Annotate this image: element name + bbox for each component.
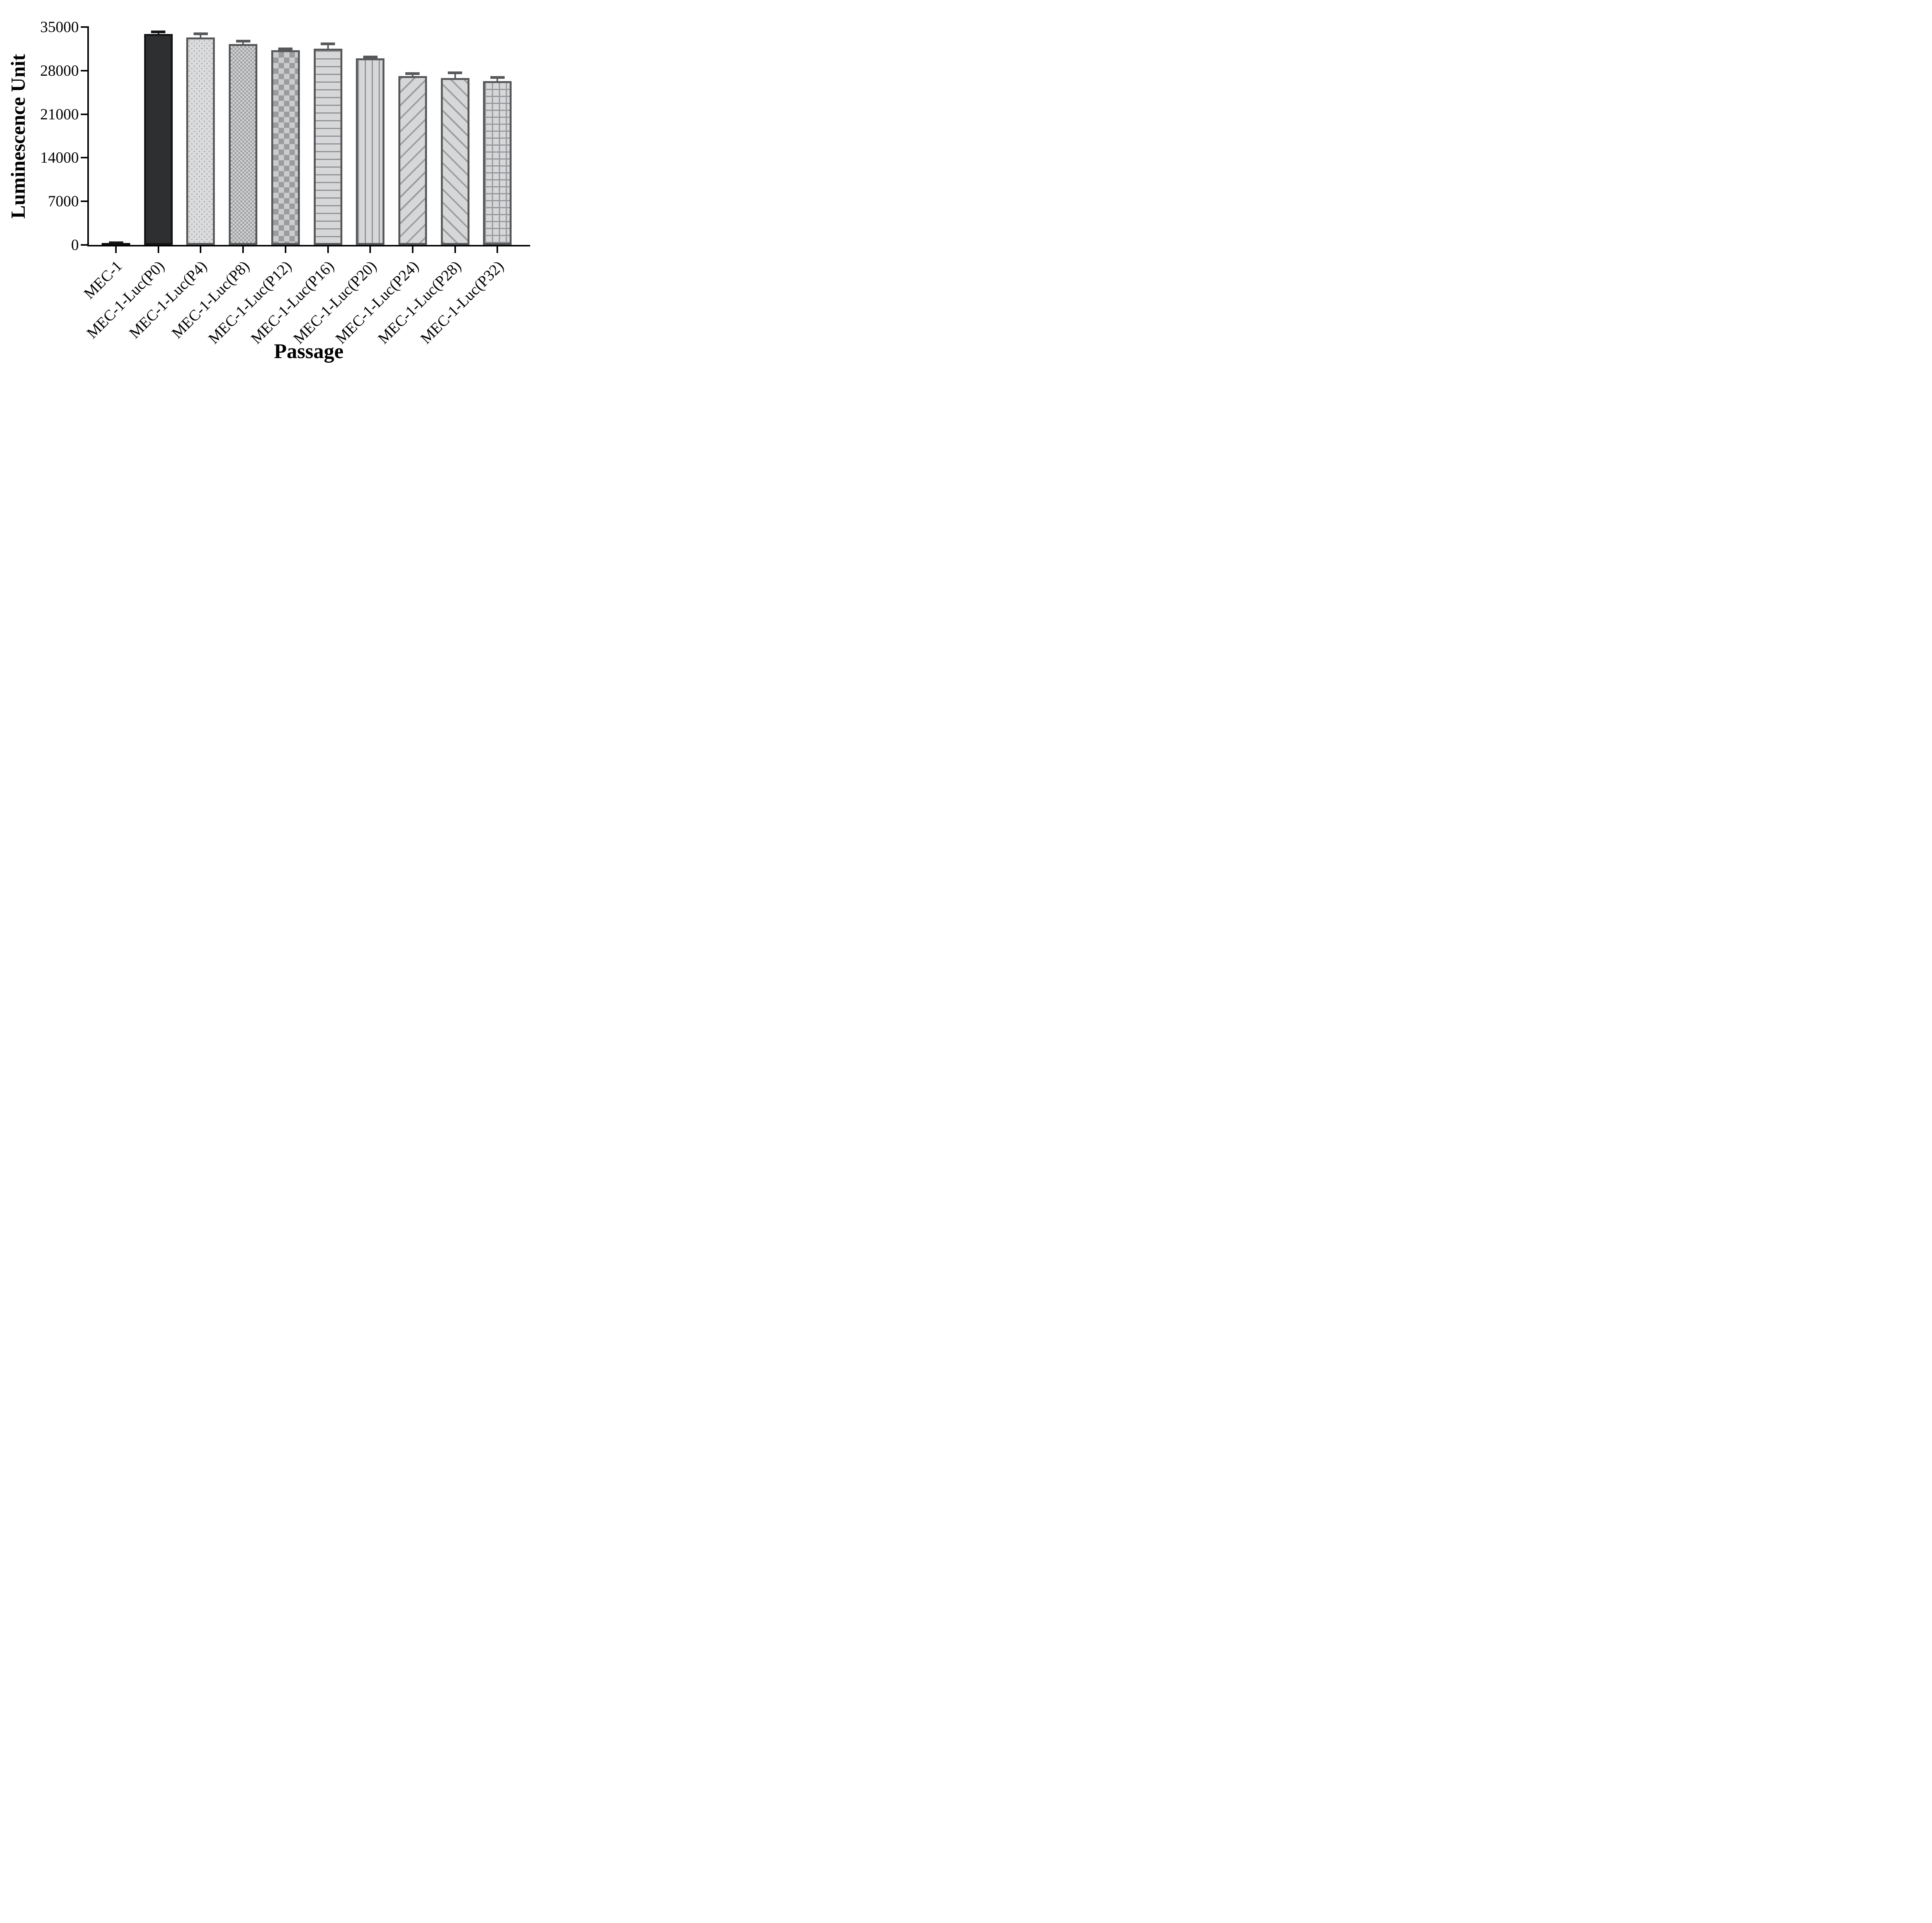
bar-chart-figure: Luminescence Unit Passage 0 7000 14000 2100… [0,0,551,385]
y-tick [81,200,87,202]
bar [144,34,173,245]
bar [440,78,469,245]
error-bar-stem [242,40,244,46]
y-tick-label: 14000 [40,149,79,166]
x-tick [497,246,498,253]
error-bar-cap [109,241,123,244]
x-tick [412,246,413,253]
error-bar-cap [151,31,166,34]
bar [102,243,130,245]
bar [398,76,427,245]
y-tick-label: 0 [71,236,79,253]
y-tick-label: 28000 [40,61,79,79]
y-axis-line [87,26,89,246]
error-bar-stem [200,32,202,39]
y-tick [81,113,87,115]
x-tick [115,246,117,253]
error-bar-cap [321,42,335,45]
error-bar-cap [363,55,378,58]
x-tick [369,246,371,253]
error-bar-stem [327,42,329,51]
error-bar-stem [497,76,498,83]
bar [186,37,215,245]
y-axis-title: Luminescence Unit [7,54,29,219]
x-tick [284,246,286,253]
y-tick-label: 7000 [48,192,79,210]
error-bar-cap [490,76,505,79]
x-tick [200,246,202,253]
bar [313,48,342,245]
bar [229,44,258,245]
y-tick [81,70,87,71]
y-tick-label: 21000 [40,105,79,123]
x-axis-title: Passage [274,340,344,363]
error-bar-cap [236,40,250,43]
y-tick [81,26,87,28]
x-axis-line [87,245,530,246]
bar [483,81,512,245]
bar [356,58,385,245]
error-bar-cap [448,71,463,74]
error-bar-cap [278,47,293,50]
x-tick [157,246,159,253]
x-tick [242,246,244,253]
error-bar-stem [412,72,413,78]
y-tick-label: 35000 [40,18,79,36]
y-tick [81,157,87,159]
error-bar-stem [454,71,456,80]
error-bar-cap [193,32,208,35]
x-tick [454,246,456,253]
error-bar-cap [405,72,420,75]
y-tick [81,244,87,246]
x-tick [327,246,329,253]
bar [271,50,300,245]
